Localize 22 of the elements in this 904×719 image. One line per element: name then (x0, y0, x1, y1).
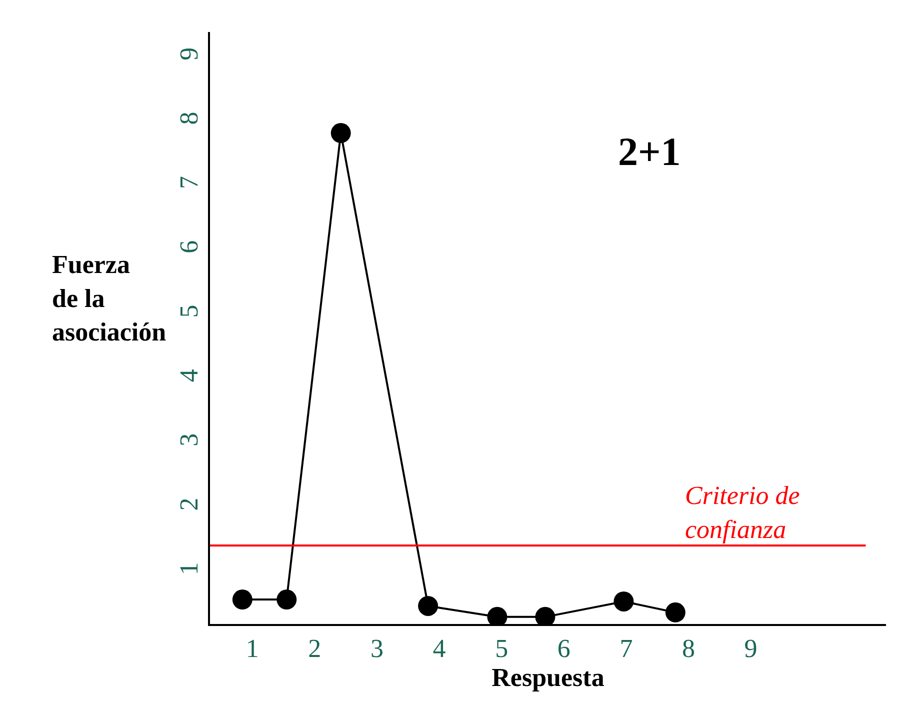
x-tick-label: 9 (744, 634, 758, 664)
y-axis-title: Fuerza de la asociación (52, 250, 167, 347)
x-tick-label: 4 (432, 634, 446, 664)
x-tick-label: 2 (308, 634, 322, 664)
y-tick-label: 3 (174, 433, 204, 446)
x-axis-title: Respuesta (492, 663, 604, 692)
x-tick-label: 3 (370, 634, 384, 664)
y-tick-label: 7 (174, 176, 204, 190)
x-tick-label: 8 (682, 634, 695, 664)
annotation: 2+1 (618, 129, 681, 174)
y-tick-label: 6 (174, 240, 204, 254)
y-tick-label: 9 (174, 47, 204, 60)
y-tick-label: 2 (174, 498, 204, 511)
ref-line-label: Criterio de confianza (685, 481, 800, 544)
x-tick-label: 7 (620, 634, 633, 664)
x-tick-label: 1 (246, 634, 259, 664)
y-tick-label: 4 (174, 369, 204, 382)
y-tick-label: 1 (174, 562, 204, 576)
y-tick-label: 5 (174, 304, 204, 318)
x-tick-label: 5 (495, 634, 508, 664)
x-tick-label: 6 (557, 634, 570, 664)
y-tick-label: 8 (174, 112, 204, 125)
